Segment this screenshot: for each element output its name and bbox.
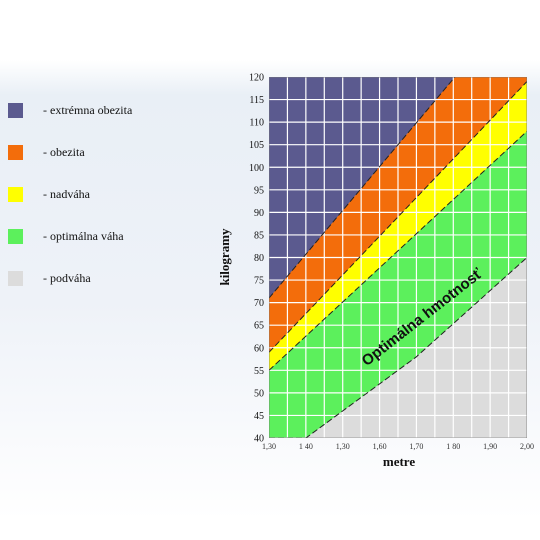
y-tick-label: 90 xyxy=(254,208,264,219)
boundary-layer xyxy=(269,77,527,438)
legend-swatch-underweight xyxy=(8,270,23,286)
y-axis-ticks: 40 45 50 55 60 65 70 75 80 85 90 95 100 105 110 115 120 xyxy=(249,73,264,445)
boundary-line-2 xyxy=(269,130,527,371)
y-tick-label: 110 xyxy=(249,118,264,129)
y-tick-label: 100 xyxy=(249,163,264,174)
legend-item-optimal-weight: - optimálna váha xyxy=(8,226,124,246)
boundary-line-1 xyxy=(269,81,527,353)
legend-item-overweight: - nadváha xyxy=(8,184,90,204)
x-tick-label: 1 80 xyxy=(446,442,460,451)
y-tick-label: 70 xyxy=(254,298,264,309)
x-axis-ticks: 1,30 1 40 1,30 1,60 1,70 1 80 1,90 2,00 xyxy=(262,442,534,451)
legend-label-extreme-obesity: - extrémna obezita xyxy=(43,102,133,117)
x-tick-label: 2,00 xyxy=(520,442,534,451)
legend-item-underweight: - podváha xyxy=(8,268,91,288)
y-tick-label: 60 xyxy=(254,343,264,354)
legend-swatch-extreme-obesity xyxy=(8,102,23,118)
x-tick-label: 1,30 xyxy=(336,442,350,451)
grid-layer xyxy=(269,77,527,438)
y-tick-label: 95 xyxy=(254,185,264,196)
boundary-line-3 xyxy=(269,257,527,438)
boundary-line-0 xyxy=(269,77,456,299)
x-tick-label: 1,60 xyxy=(373,442,387,451)
y-tick-label: 115 xyxy=(249,95,264,106)
y-tick-label: 50 xyxy=(254,388,264,399)
y-tick-label: 45 xyxy=(254,411,264,422)
legend-label-optimal-weight: - optimálna váha xyxy=(43,228,124,243)
legend-swatch-obesity xyxy=(8,144,23,160)
legend-label-overweight: - nadváha xyxy=(43,186,90,201)
y-tick-label: 75 xyxy=(254,276,264,287)
y-tick-label: 85 xyxy=(254,230,264,241)
y-tick-label: 80 xyxy=(254,253,264,264)
y-axis-title: kilogramy xyxy=(217,228,232,286)
legend-swatch-overweight xyxy=(8,186,23,202)
x-tick-label: 1 40 xyxy=(299,442,313,451)
legend-item-obesity: - obezita xyxy=(8,142,85,162)
y-tick-label: 105 xyxy=(249,140,264,151)
legend-swatch-optimal-weight xyxy=(8,228,23,244)
x-tick-label: 1,70 xyxy=(409,442,423,451)
x-tick-label: 1,30 xyxy=(262,442,276,451)
legend-item-extreme-obesity: - extrémna obezita xyxy=(8,100,132,120)
x-axis-title: metre xyxy=(383,454,415,469)
x-tick-label: 1,90 xyxy=(483,442,497,451)
y-tick-label: 120 xyxy=(249,73,264,84)
legend-label-underweight: - podváha xyxy=(43,270,91,285)
legend-label-obesity: - obezita xyxy=(43,144,85,159)
y-tick-label: 65 xyxy=(254,321,264,332)
y-tick-label: 40 xyxy=(254,434,264,445)
y-tick-label: 55 xyxy=(254,366,264,377)
